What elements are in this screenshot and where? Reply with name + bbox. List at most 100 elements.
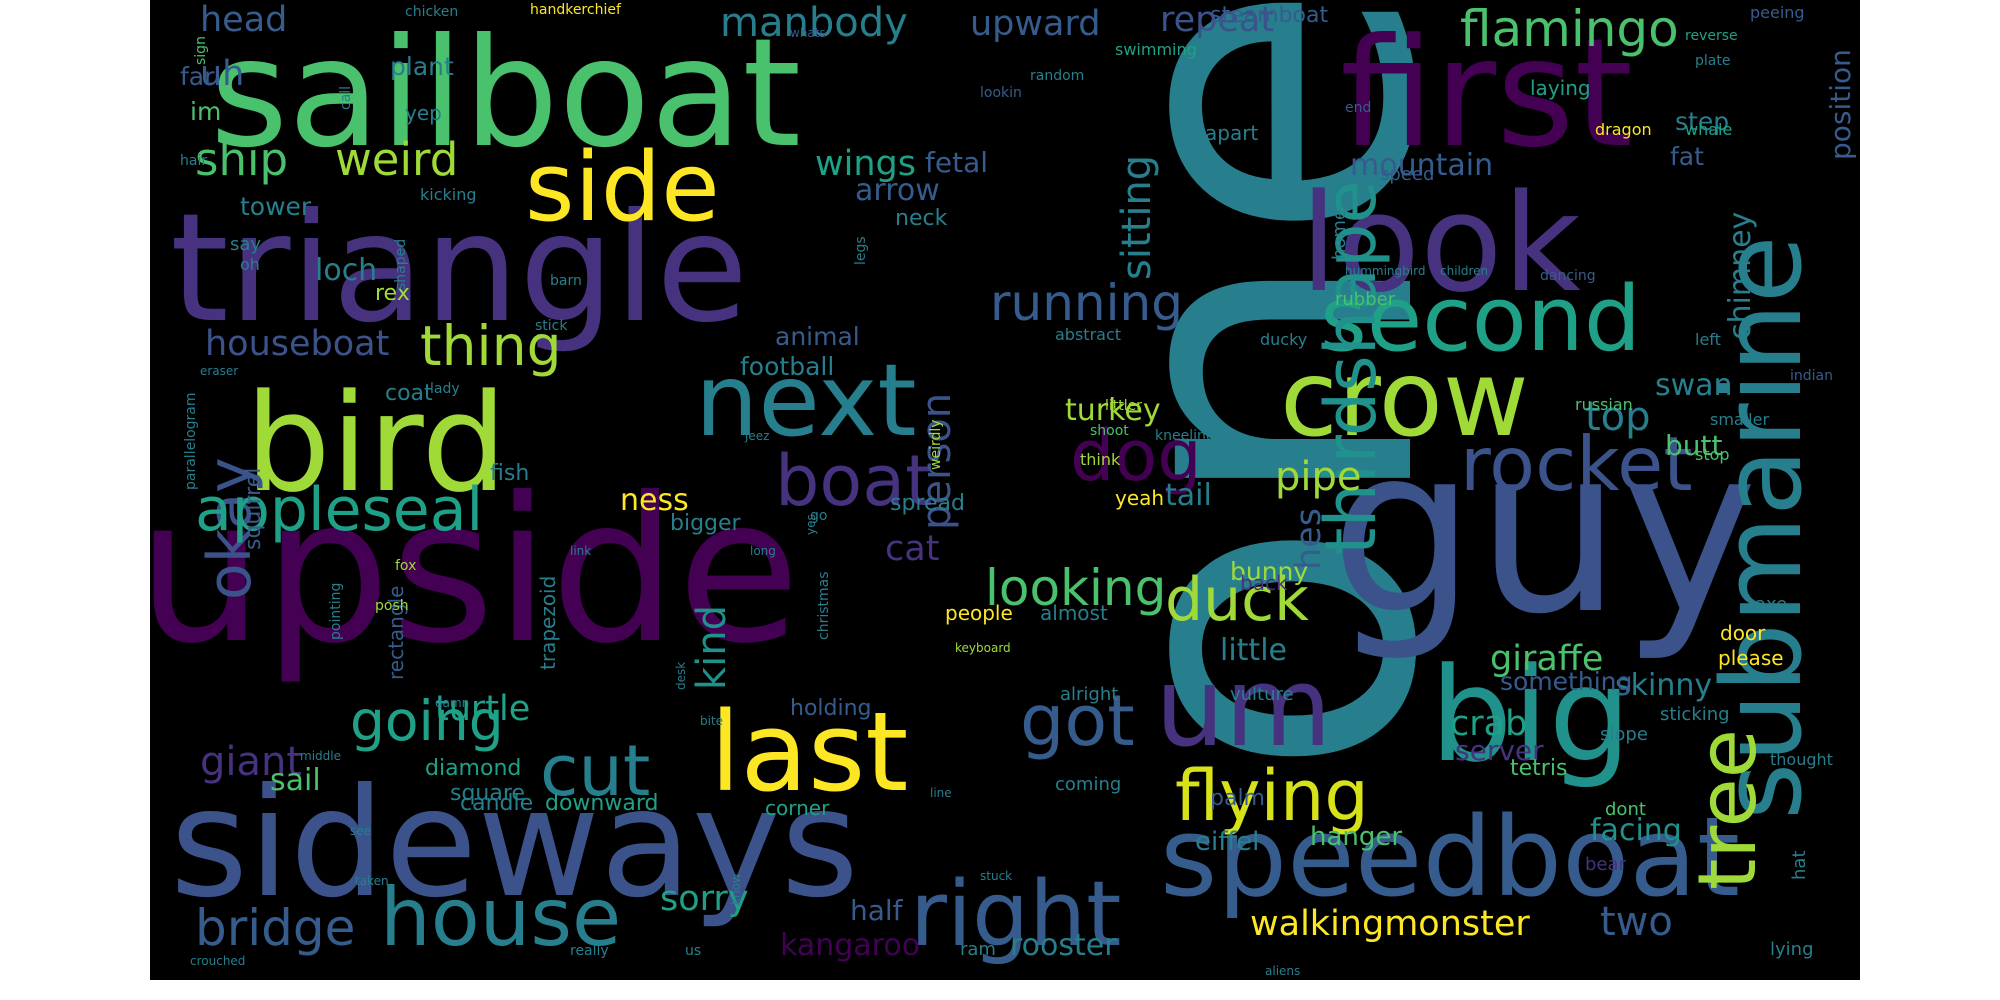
word-yep: yep [405,101,442,125]
word-thirdshape: thirdshape [1310,181,1392,555]
word-got: got [1020,680,1135,762]
word-weirdly: weirdly [928,419,944,470]
word-sign: sign [193,36,209,65]
word-vulture: vulture [1230,684,1294,705]
word-trapezoid: trapezoid [536,576,560,670]
word-link: link [570,544,591,558]
word-desk: desk [674,662,688,690]
word-taken: taken [355,874,389,888]
word-flamingo: flamingo [1460,0,1679,58]
word-laying: laying [1530,76,1591,100]
word-shoot: shoot [1090,423,1129,439]
word-first: first [1340,7,1633,181]
word-chimney: chimney [1723,212,1758,340]
word-football: football [740,352,834,381]
word-say: say [230,234,261,255]
word-upward: upward [970,4,1100,44]
word-far: far [180,62,215,91]
word-something: something [1500,667,1632,696]
word-square: square [450,781,525,806]
word-right: right [910,862,1121,967]
word-server: server [1455,734,1544,767]
word-long: long [750,544,776,558]
word-okay: okay [195,457,265,600]
word-parallelogram: parallelogram [183,392,199,490]
word-triangle: triangle [170,182,748,356]
word-indian: indian [1790,368,1833,384]
word-legs: legs [853,236,869,265]
word-position: position [1824,49,1857,160]
word-boat: boat [775,440,933,522]
word-head: head [200,0,287,40]
word-loch: loch [315,253,377,288]
word-kicking: kicking [420,185,477,204]
word-neck: neck [895,206,948,231]
word-eraser: eraser [200,364,238,378]
word-tower: tower [240,192,312,221]
word-lying: lying [1770,939,1814,960]
word-plant: plant [390,52,454,81]
word-wings: wings [815,144,916,184]
word-tail: tail [1165,478,1212,513]
word-sitting: sitting [1114,155,1160,280]
word-crow: crow [1280,338,1529,460]
word-door: door [1720,621,1766,645]
word-tetris: tetris [1510,756,1567,781]
word-left: left [1695,330,1721,349]
word-alright: alright [1060,684,1118,705]
word-stuck: stuck [980,869,1012,883]
word-house: house [380,871,621,964]
word-end: end [1345,100,1371,116]
word-aliens: aliens [1265,964,1300,978]
word-russian: russian [1575,395,1633,414]
word-turtle: turtle [435,689,530,729]
word-go: go [810,508,827,524]
word-upside: upside [150,455,800,688]
word-dancing: dancing [1540,268,1596,284]
word-rex: rex [375,281,410,306]
word-cloud: one upside guy sailboat triangle sideways firs… [150,0,1860,980]
word-yeah: yeah [1115,486,1164,510]
word-last: last [710,688,908,816]
word-rocket: rocket [1460,420,1693,508]
word-chicken: chicken [405,4,458,20]
word-giant: giant [200,739,302,785]
word-ram: ram [960,939,996,960]
word-ship: ship [195,133,288,186]
word-ducky: ducky [1260,330,1307,349]
word-lookin: lookin [980,85,1022,101]
word-im: im [190,97,221,126]
word-turkey: turkey [1065,393,1161,428]
word-candle: candle [460,791,533,816]
word-children: children [1440,264,1488,278]
word-sticking: sticking [1660,704,1730,725]
word-two: two [1600,899,1673,945]
word-abstract: abstract [1055,325,1121,344]
word-pipe: pipe [1275,454,1362,500]
word-really: really [570,943,609,959]
word-sorry: sorry [660,879,749,919]
word-look: look [1300,165,1581,322]
word-butt: butt [1665,429,1722,462]
word-pointing: pointing [328,583,344,640]
word-fat: fat [1670,142,1704,171]
word-peeing: peeing [1750,3,1805,22]
word-animal: animal [775,322,860,351]
word-bigger: bigger [670,511,742,536]
word-coming: coming [1055,774,1121,795]
word-whale: whale [1685,120,1732,139]
word-jeez: jeez [744,429,769,443]
word-swimming: swimming [1115,40,1197,59]
word-second: second [1320,267,1641,372]
word-home: home [1329,209,1350,260]
word-holding: holding [790,696,872,721]
word-dont: dont [1605,799,1646,820]
word-see: see [350,824,371,838]
word-arrow: arrow [855,173,940,208]
word-crouched: crouched [190,954,245,968]
word-stick: stick [535,318,568,334]
word-us: us [685,943,701,959]
word-hes: hes [1289,508,1329,570]
word-coat: coat [385,381,433,406]
